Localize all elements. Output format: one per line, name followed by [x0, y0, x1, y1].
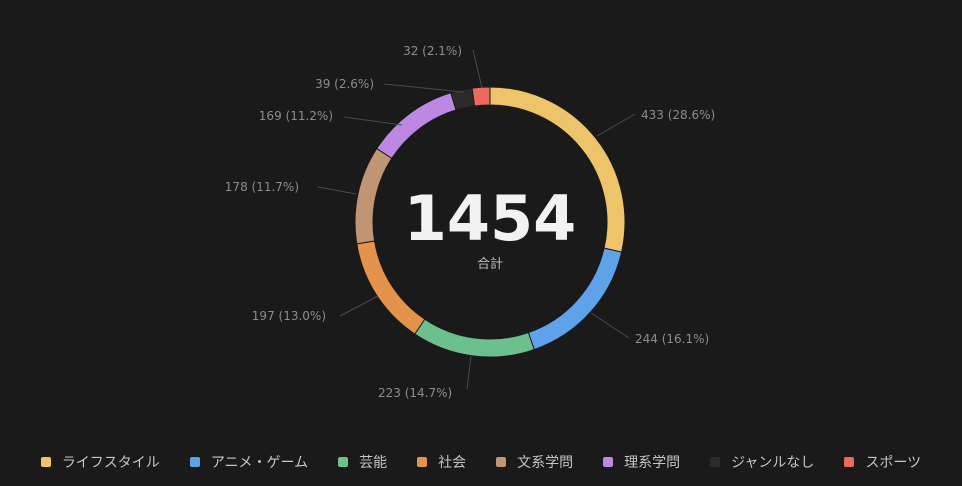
chart-legend: ライフスタイル アニメ・ゲーム 芸能 社会 文系学問 理系学問 ジャンルなし スポーツ — [0, 452, 962, 472]
donut-slice[interactable] — [471, 86, 491, 107]
slice-leader-line — [466, 355, 472, 390]
legend-item[interactable]: ジャンルなし — [710, 452, 814, 472]
legend-swatch — [338, 457, 349, 467]
slice-data-label: 178 (11.7%) — [225, 180, 299, 194]
legend-item[interactable]: 社会 — [417, 452, 466, 472]
donut-slice[interactable] — [354, 147, 393, 245]
slice-leader-line — [590, 312, 630, 339]
legend-swatch — [844, 457, 855, 467]
legend-swatch — [189, 457, 200, 467]
donut-slice[interactable] — [527, 247, 623, 351]
legend-label: 理系学問 — [624, 455, 681, 471]
legend-swatch — [710, 457, 721, 467]
center-total-caption: 合計 — [477, 256, 503, 272]
legend-label: スポーツ — [865, 455, 922, 471]
legend-item[interactable]: 文系学問 — [496, 452, 573, 472]
legend-swatch — [40, 457, 51, 467]
legend-label: 芸能 — [359, 455, 388, 471]
label-leader-lines — [317, 49, 636, 390]
slice-data-label: 197 (13.0%) — [252, 309, 326, 323]
legend-item[interactable]: スポーツ — [844, 452, 921, 472]
legend-label: 文系学問 — [517, 455, 574, 471]
slice-labels: 433 (28.6%) 244 (16.1%) 223 (14.7%) 197 (13… — [225, 44, 715, 400]
slice-leader-line — [343, 116, 403, 126]
slice-data-label: 223 (14.7%) — [378, 386, 452, 400]
legend-item[interactable]: 理系学問 — [603, 452, 680, 472]
slice-data-label: 32 (2.1%) — [403, 44, 462, 58]
slice-leader-line — [339, 295, 379, 317]
legend-swatch — [496, 457, 507, 467]
legend-item[interactable]: アニメ・ゲーム — [189, 452, 309, 472]
legend-label: アニメ・ゲーム — [210, 455, 309, 471]
legend-item[interactable]: 芸能 — [338, 452, 387, 472]
slice-data-label: 39 (2.6%) — [315, 77, 374, 91]
legend-label: 社会 — [438, 455, 467, 471]
slice-data-label: 433 (28.6%) — [641, 108, 715, 122]
legend-label: ジャンルなし — [731, 455, 815, 471]
legend-label: ライフスタイル — [61, 455, 160, 471]
slice-data-label: 169 (11.2%) — [259, 109, 333, 123]
center-total: 1454 — [404, 182, 577, 255]
slice-leader-line — [317, 186, 357, 195]
slice-leader-line — [596, 113, 636, 137]
slice-leader-line — [383, 83, 464, 93]
legend-item[interactable]: ライフスタイル — [40, 452, 160, 472]
slice-data-label: 244 (16.1%) — [635, 332, 709, 346]
slice-leader-line — [472, 49, 483, 89]
donut-slice[interactable] — [376, 92, 457, 160]
legend-swatch — [603, 457, 614, 467]
legend-swatch — [417, 457, 428, 467]
donut-slice[interactable] — [414, 318, 535, 358]
donut-chart-svg: 433 (28.6%) 244 (16.1%) 223 (14.7%) 197 (13… — [225, 44, 715, 400]
